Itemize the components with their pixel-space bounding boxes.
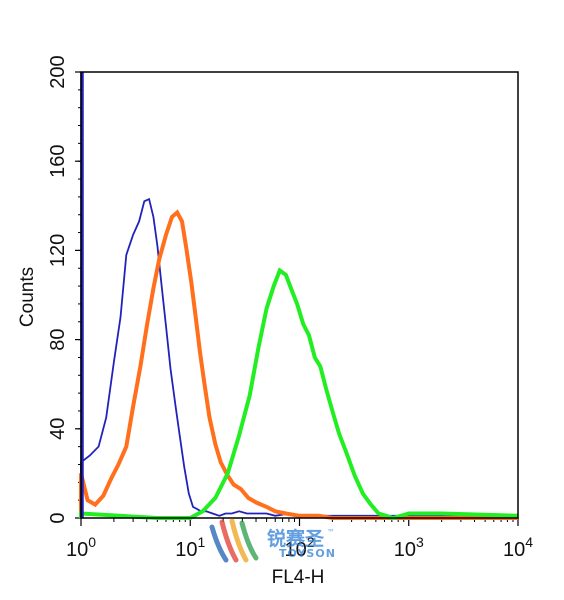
- x-tick-label: 102: [284, 534, 314, 561]
- watermark-tm: ™: [327, 528, 335, 537]
- x-tick-label: 103: [394, 534, 424, 561]
- watermark-emblem-icon: [209, 518, 259, 563]
- x-tick-label: 100: [66, 534, 96, 561]
- plot-frame: [80, 71, 519, 519]
- y-tick-label: 80: [47, 328, 69, 350]
- histogram-series-3: [79, 267, 519, 521]
- watermark-logo: 锐赛圣 ™ TOYSON: [209, 518, 336, 563]
- histogram-series-1: [80, 197, 518, 518]
- y-axis-title: Counts: [17, 267, 38, 327]
- y-tick-label: 40: [47, 418, 69, 440]
- watermark-latin-text: TOYSON: [279, 547, 336, 560]
- tick-labels: 0 40 80 120 160 200 100 101 102 103 104: [47, 55, 533, 561]
- x-axis-title: FL4-H: [272, 567, 325, 588]
- y-tick-label: 0: [47, 512, 69, 523]
- watermark-chinese-text: 锐赛圣: [267, 527, 325, 550]
- series-group: [79, 72, 519, 521]
- histogram-series-2: [79, 209, 518, 520]
- y-tick-label: 160: [47, 145, 69, 178]
- y-tick-label: 120: [47, 234, 69, 267]
- y-tick-label: 200: [47, 55, 69, 88]
- x-tick-label: 101: [175, 534, 205, 561]
- x-tick-label: 104: [503, 534, 533, 561]
